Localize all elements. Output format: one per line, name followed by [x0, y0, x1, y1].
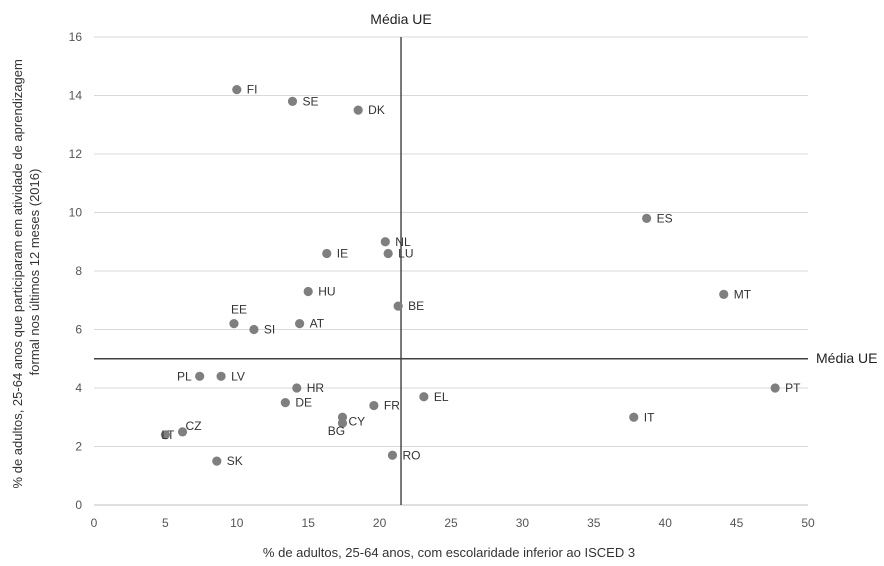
point-label-ie: IE — [337, 246, 348, 260]
data-points: FI SE DK ES NL IE LU HU MT BE EE SI AT PL LV HR PT DE EL FR… — [160, 83, 801, 468]
point-label-mt: MT — [734, 287, 752, 301]
data-point-si — [249, 324, 259, 335]
point-label-fr: FR — [384, 399, 400, 413]
data-point-mt — [719, 289, 729, 299]
x-tick-label: 30 — [516, 516, 530, 530]
x-tick-label: 5 — [162, 516, 169, 530]
point-label-nl: NL — [395, 235, 411, 249]
data-point-es — [642, 213, 652, 223]
x-tick-label: 25 — [444, 516, 458, 530]
y-axis-title-line-2: formal nos últimos 12 meses (2016) — [27, 169, 42, 376]
y-tick-label: 10 — [69, 206, 83, 220]
point-label-fi: FI — [247, 83, 258, 97]
x-axis-title: % de adultos, 25-64 anos, com escolarida… — [263, 545, 635, 560]
data-point-hu — [303, 286, 313, 297]
data-point-fr — [369, 400, 379, 411]
data-point-dk — [353, 105, 363, 115]
point-label-pt: PT — [785, 381, 801, 395]
y-axis-title-line-1: % de adultos, 25-64 anos que participara… — [10, 59, 25, 488]
point-label-hu: HU — [318, 284, 335, 298]
data-point-hr — [292, 383, 302, 393]
point-label-ro: RO — [402, 448, 420, 462]
point-label-pl: PL — [177, 369, 192, 383]
data-point-lt — [160, 430, 170, 440]
point-label-at: AT — [310, 317, 325, 331]
y-tick-label: 16 — [69, 30, 83, 44]
data-point-nl — [380, 237, 390, 247]
data-point-cz — [177, 427, 188, 437]
y-axis-title: % de adultos, 25-64 anos que participara… — [10, 56, 42, 489]
point-label-si: SI — [264, 323, 275, 337]
point-label-dk: DK — [368, 103, 385, 117]
point-label-se: SE — [302, 94, 318, 108]
point-label-lv: LV — [231, 369, 245, 383]
data-point-fi — [232, 85, 242, 95]
point-label-lt: LT — [161, 428, 175, 442]
data-point-sk — [212, 456, 222, 466]
point-label-lu: LU — [398, 246, 413, 260]
reference-lines: Média UE Média UE — [94, 11, 877, 505]
point-label-sk: SK — [227, 454, 243, 468]
data-point-se — [287, 96, 298, 106]
data-point-ee — [229, 319, 239, 329]
x-tick-label: 40 — [659, 516, 673, 530]
x-tick-label: 50 — [801, 516, 815, 530]
data-point-pl — [195, 371, 205, 381]
data-point-bg — [337, 418, 348, 428]
data-point-it — [629, 412, 639, 422]
x-tick-label: 35 — [587, 516, 601, 530]
data-point-ro — [387, 450, 398, 460]
data-point-ie — [322, 248, 332, 259]
point-label-de: DE — [295, 396, 312, 410]
point-label-ee: EE — [231, 303, 247, 317]
axes: 0 2 4 6 8 10 12 14 16 0 5 10 15 20 25 30 35 40 45 50 — [69, 30, 815, 530]
point-label-cy: CY — [348, 414, 365, 428]
data-point-be — [393, 301, 403, 311]
y-tick-label: 8 — [75, 264, 82, 278]
data-point-at — [295, 319, 305, 329]
data-point-el — [419, 392, 429, 402]
x-tick-label: 0 — [91, 516, 98, 530]
x-tick-label: 15 — [302, 516, 316, 530]
point-label-hr: HR — [307, 381, 325, 395]
data-point-de — [280, 398, 290, 408]
point-label-it: IT — [644, 410, 655, 424]
y-tick-label: 12 — [69, 147, 83, 161]
data-point-pt — [770, 383, 780, 393]
point-label-bg: BG — [328, 424, 345, 438]
x-tick-label: 45 — [730, 516, 744, 530]
point-label-el: EL — [434, 390, 449, 404]
point-label-es: ES — [657, 211, 673, 225]
point-label-be: BE — [408, 299, 424, 313]
eu-average-vertical-label: Média UE — [370, 11, 431, 27]
data-point-lv — [216, 371, 226, 381]
data-point-lu — [383, 248, 393, 259]
y-tick-label: 14 — [69, 89, 83, 103]
y-tick-label: 0 — [75, 498, 82, 512]
y-tick-label: 4 — [75, 381, 82, 395]
x-tick-label: 20 — [373, 516, 387, 530]
point-label-cz: CZ — [186, 419, 202, 433]
grid-lines — [94, 36, 808, 506]
eu-average-horizontal-label: Média UE — [816, 350, 877, 366]
y-tick-label: 6 — [75, 323, 82, 337]
x-tick-label: 10 — [230, 516, 244, 530]
y-tick-label: 2 — [75, 440, 82, 454]
